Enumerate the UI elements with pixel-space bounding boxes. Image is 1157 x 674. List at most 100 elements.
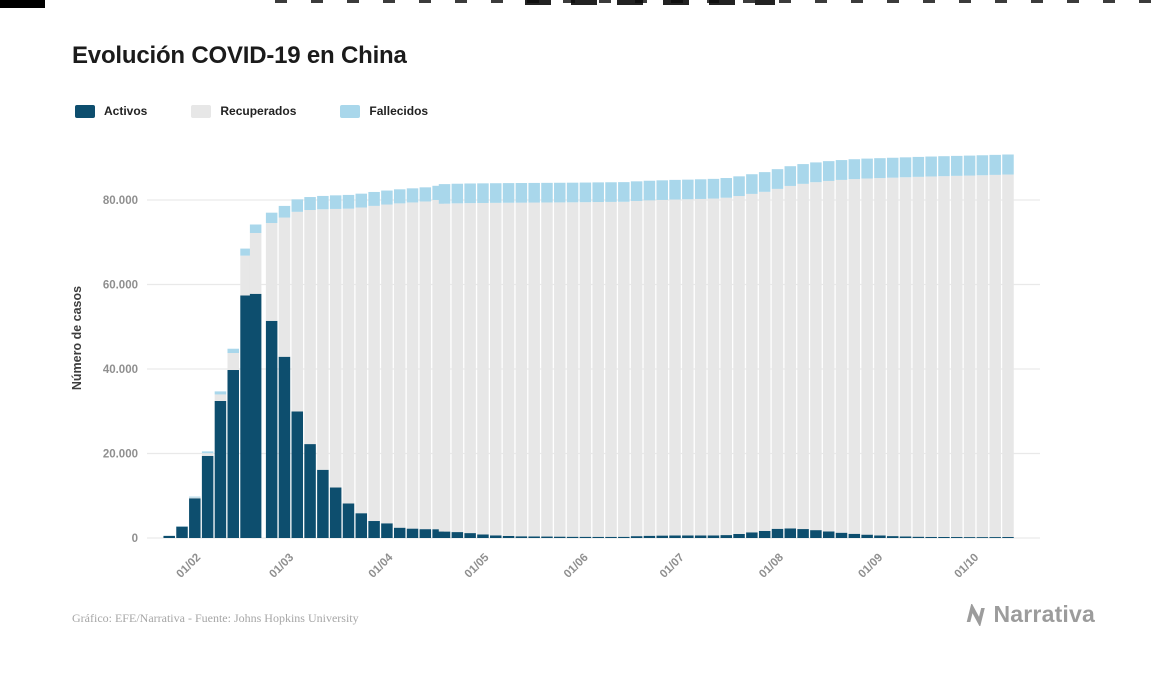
legend-label-fallecidos: Fallecidos: [369, 104, 429, 118]
bar-activos: [265, 320, 278, 538]
bar-fallecidos: [605, 182, 617, 202]
bar-activos: [528, 536, 540, 538]
bar-recuperados: [249, 232, 262, 294]
legend-label-activos: Activos: [104, 104, 148, 118]
bar-activos: [227, 370, 239, 538]
legend-item-fallecidos: Fallecidos: [340, 104, 428, 118]
bar-recuperados: [605, 201, 617, 537]
bar-activos: [874, 535, 886, 538]
legend-label-recuperados: Recuperados: [220, 104, 297, 118]
screen-artifact-corner: [0, 0, 45, 8]
bar-recuperados: [976, 175, 989, 538]
x-tick-label: 01/06: [562, 552, 591, 581]
bar-fallecidos: [989, 154, 1001, 175]
x-tick-label: 01/03: [267, 552, 296, 581]
bar-fallecidos: [938, 156, 950, 177]
bar-activos: [342, 503, 355, 538]
bar-recuperados: [938, 176, 950, 537]
bar-fallecidos: [1002, 154, 1014, 175]
bar-fallecidos: [682, 179, 694, 200]
bar-recuperados: [707, 198, 720, 536]
legend-item-recuperados: Recuperados: [191, 104, 296, 118]
bar-recuperados: [899, 177, 912, 537]
bar-activos: [848, 533, 861, 538]
bar-recuperados: [733, 196, 745, 534]
bar-recuperados: [528, 202, 540, 537]
page-title: Evolución COVID-19 en China: [72, 42, 407, 69]
bars: [163, 154, 1014, 538]
bar-fallecidos: [848, 159, 861, 180]
bar-fallecidos: [201, 451, 214, 454]
bar-recuperados: [189, 497, 201, 499]
bar-activos: [464, 533, 476, 538]
bar-fallecidos: [554, 182, 566, 203]
bar-activos: [951, 537, 963, 538]
bar-recuperados: [368, 205, 380, 522]
bar-fallecidos: [720, 178, 733, 198]
bar-activos: [406, 528, 419, 538]
bar-fallecidos: [669, 179, 681, 200]
bar-recuperados: [592, 202, 604, 537]
legend-swatch-fallecidos: [340, 104, 361, 118]
bar-fallecidos: [822, 161, 835, 181]
bar-activos: [176, 526, 188, 538]
bar-activos: [304, 444, 316, 538]
bar-activos: [554, 536, 566, 538]
bar-fallecidos: [368, 191, 380, 206]
y-tick-label: 0: [132, 533, 138, 545]
bar-recuperados: [630, 200, 643, 537]
bar-recuperados: [438, 203, 451, 532]
bar-activos: [822, 531, 835, 538]
bar-activos: [477, 534, 489, 538]
x-axis: 01/02 01/03 01/04 01/05 01/06 01/07 01/08 01/09…: [174, 551, 981, 580]
bar-recuperados: [227, 353, 239, 371]
bar-recuperados: [694, 198, 707, 536]
bar-recuperados: [822, 180, 835, 532]
bar-activos: [669, 535, 681, 538]
bar-recuperados: [797, 183, 809, 530]
bar-recuperados: [554, 202, 566, 537]
bar-fallecidos: [579, 182, 592, 203]
bar-activos: [502, 535, 515, 538]
bar-fallecidos: [925, 156, 937, 177]
bar-recuperados: [464, 203, 476, 534]
bar-recuperados: [265, 223, 278, 321]
bar-activos: [925, 536, 937, 538]
bar-activos: [393, 527, 406, 538]
bar-activos: [886, 536, 899, 538]
bar-activos: [771, 528, 784, 538]
bar-fallecidos: [381, 190, 393, 205]
bar-activos: [329, 487, 342, 538]
bar-recuperados: [874, 178, 886, 536]
narrativa-logo-icon: [967, 603, 986, 626]
bar-fallecidos: [733, 176, 745, 197]
y-tick-label: 20.000: [103, 449, 138, 461]
bar-activos: [963, 537, 976, 538]
bar-fallecidos: [329, 195, 342, 209]
bar-activos: [355, 513, 368, 538]
bar-recuperados: [989, 174, 1001, 538]
bar-fallecidos: [912, 156, 925, 177]
bar-fallecidos: [490, 183, 502, 203]
bar-recuperados: [720, 197, 733, 536]
bar-fallecidos: [342, 194, 355, 209]
bar-recuperados: [291, 211, 304, 412]
bar-recuperados: [566, 202, 579, 537]
bar-activos: [419, 529, 432, 538]
bar-fallecidos: [618, 182, 630, 202]
bar-fallecidos: [951, 155, 963, 176]
bar-activos: [566, 536, 579, 538]
bar-activos: [189, 498, 201, 538]
bar-recuperados: [201, 453, 214, 456]
bar-recuperados: [477, 202, 489, 535]
narrativa-logo: Narrativa: [966, 601, 1095, 628]
bar-activos: [835, 532, 848, 538]
legend-swatch-activos: [75, 104, 95, 118]
bar-activos: [733, 533, 745, 538]
bar-fallecidos: [976, 155, 989, 176]
bar-fallecidos: [477, 183, 489, 203]
bar-fallecidos: [707, 178, 720, 199]
bar-recuperados: [541, 202, 553, 537]
bar-fallecidos: [656, 180, 668, 200]
